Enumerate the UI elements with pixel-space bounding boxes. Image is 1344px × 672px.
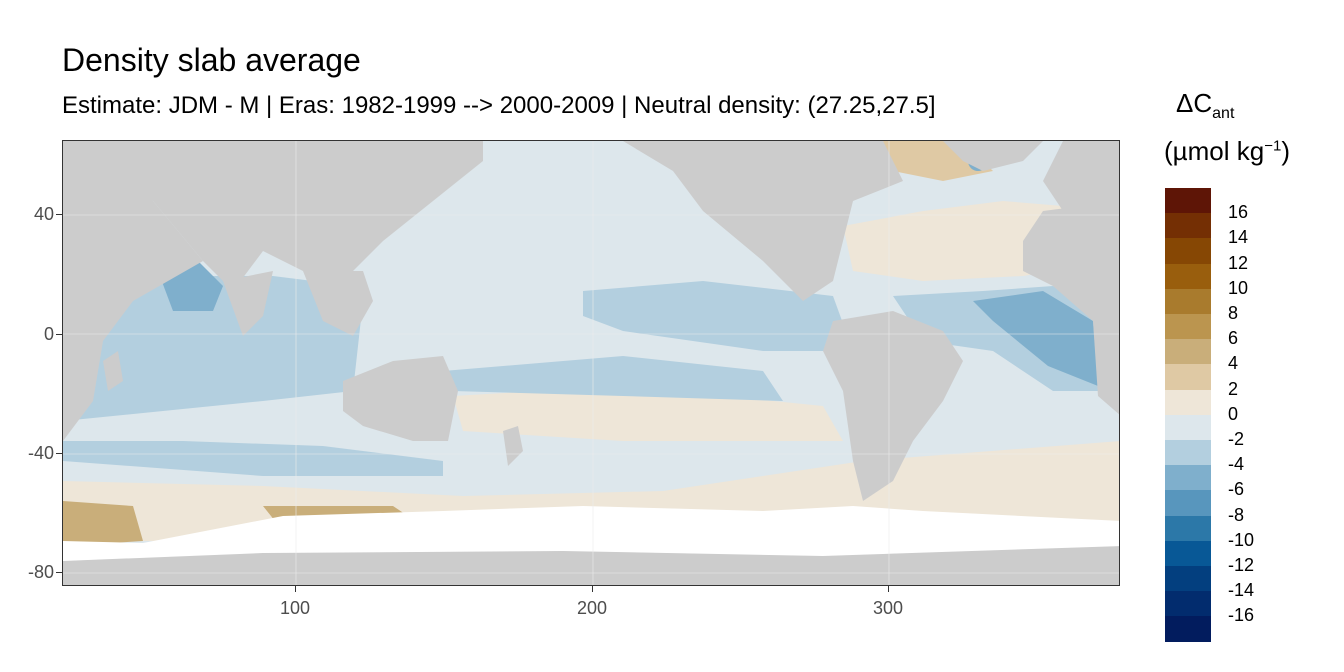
legend-swatch	[1165, 188, 1211, 214]
legend-label: -4	[1228, 454, 1245, 475]
map-panel	[62, 140, 1120, 586]
legend-label: 10	[1228, 277, 1249, 298]
legend-swatch	[1165, 540, 1211, 567]
southern-indian-negative	[63, 441, 443, 476]
south-pacific-negative	[443, 356, 783, 401]
legend-label: -16	[1228, 605, 1255, 626]
y-tick-neg40: -40	[27, 443, 54, 463]
weddell-positive	[63, 501, 143, 546]
legend-swatch	[1165, 414, 1211, 441]
x-tick-300: 300	[872, 598, 904, 618]
legend-label: -2	[1228, 429, 1245, 449]
legend-swatch	[1165, 364, 1211, 391]
legend-label: 14	[1228, 227, 1249, 248]
antarctica-land	[63, 546, 1119, 585]
x-tick-100: 100	[279, 598, 311, 618]
australia-land	[343, 356, 458, 441]
legend-swatch	[1165, 591, 1211, 617]
legend-swatch	[1165, 339, 1211, 365]
greenland-land	[943, 141, 1043, 171]
legend-label: 0	[1228, 403, 1239, 424]
legend-title: ΔCant	[1176, 88, 1235, 123]
southeast-asia-land	[303, 271, 373, 336]
eurasia-land	[63, 141, 483, 291]
south-america-land	[823, 311, 963, 501]
legend-swatch	[1165, 314, 1211, 340]
x-tick-200: 200	[576, 598, 608, 618]
legend-swatch	[1165, 465, 1211, 491]
madagascar-land	[103, 351, 123, 391]
plot-title: Density slab average	[62, 42, 361, 78]
africa-east-land	[1023, 201, 1119, 415]
new-zealand-land	[503, 426, 523, 466]
legend-label: -12	[1228, 555, 1255, 575]
legend-swatch	[1165, 566, 1211, 592]
legend-swatch	[1165, 263, 1211, 290]
legend-label: 6	[1228, 328, 1239, 349]
india-land	[223, 271, 273, 336]
legend-label: 16	[1228, 202, 1249, 223]
legend-label: -10	[1228, 529, 1255, 550]
legend-swatch	[1165, 616, 1211, 643]
legend-swatch	[1165, 213, 1211, 239]
legend-label: 4	[1228, 353, 1239, 374]
map-canvas	[63, 141, 1119, 585]
equatorial-pacific-negative	[583, 281, 853, 351]
legend-label: -14	[1228, 580, 1255, 601]
legend-swatch	[1165, 515, 1211, 542]
indian-ocean-negative	[63, 276, 363, 421]
legend-swatch	[1165, 490, 1211, 517]
legend-swatch	[1165, 288, 1211, 315]
plot-subtitle: Estimate: JDM - M | Eras: 1982-1999 --> …	[62, 92, 936, 119]
legend-label: 2	[1228, 378, 1239, 399]
east-atlantic-negative	[973, 291, 1098, 386]
y-tick-40: 40	[33, 204, 54, 224]
africa-land	[63, 141, 203, 441]
legend-swatch	[1165, 238, 1211, 265]
y-tick-0: 0	[43, 324, 54, 344]
legend-label: -8	[1228, 504, 1245, 525]
north-america-land	[623, 141, 903, 301]
legend-label: 12	[1228, 252, 1249, 273]
europe-land	[1043, 141, 1119, 211]
legend-label: 8	[1228, 303, 1239, 323]
legend-unit: (µmol kg−1)	[1164, 136, 1290, 166]
legend-label: -6	[1228, 479, 1245, 500]
y-tick-neg80: -80	[27, 562, 54, 582]
legend-swatch	[1165, 389, 1211, 416]
legend-swatch	[1165, 440, 1211, 466]
